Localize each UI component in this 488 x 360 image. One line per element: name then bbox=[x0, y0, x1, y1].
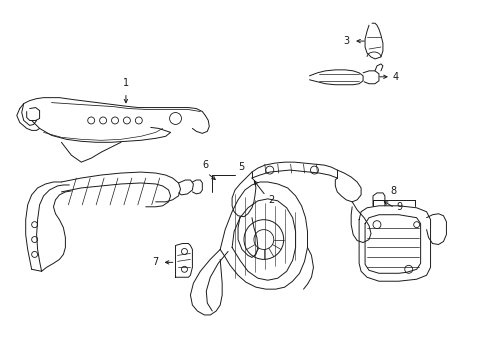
Text: 9: 9 bbox=[396, 202, 402, 212]
Text: 7: 7 bbox=[152, 257, 158, 267]
Text: 6: 6 bbox=[202, 160, 208, 170]
Text: 2: 2 bbox=[267, 195, 273, 205]
Text: 1: 1 bbox=[122, 78, 129, 88]
Text: 3: 3 bbox=[343, 36, 348, 46]
Text: 8: 8 bbox=[390, 186, 396, 196]
Text: 4: 4 bbox=[392, 72, 398, 82]
Text: 5: 5 bbox=[238, 162, 244, 172]
